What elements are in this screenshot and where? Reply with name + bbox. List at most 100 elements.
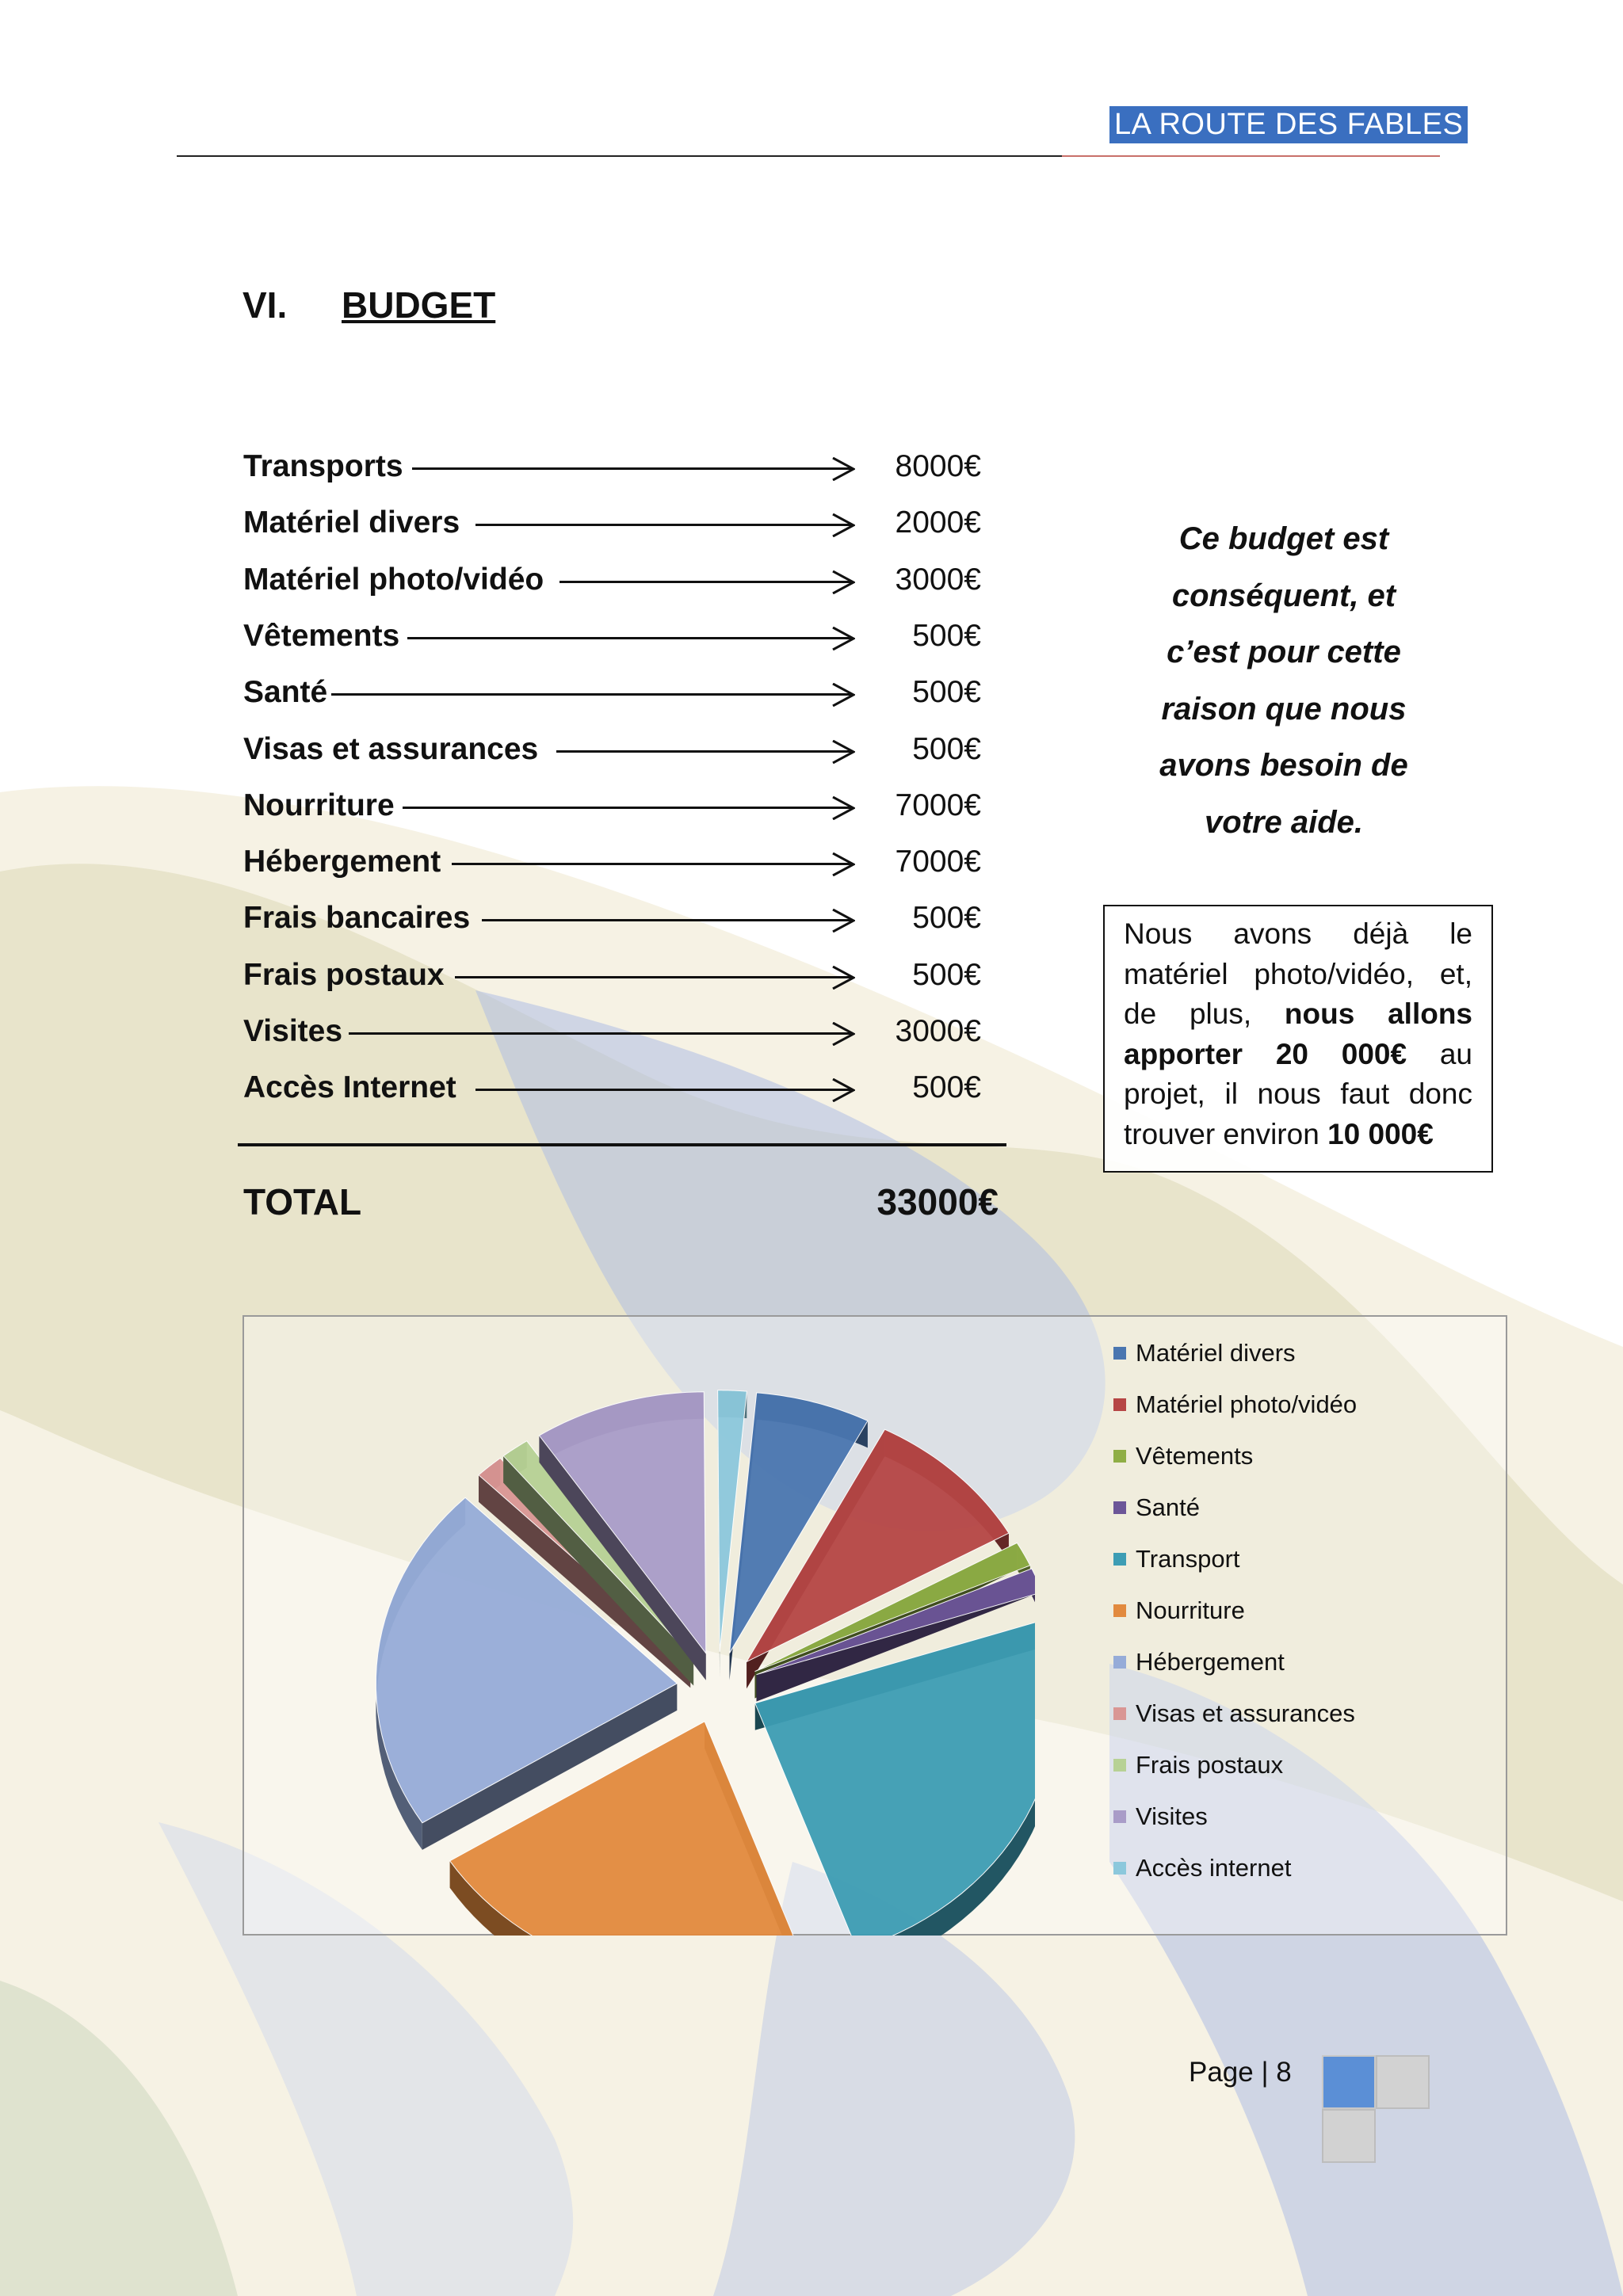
- pie-slice: [375, 1497, 678, 1850]
- budget-row-value: 500€: [912, 731, 981, 766]
- budget-row-arrow: [559, 570, 855, 594]
- note-line: raison que nous: [1161, 691, 1407, 727]
- header-title: LA ROUTE DES FABLES: [1109, 106, 1468, 143]
- legend-item: Matériel photo/vidéo: [1113, 1390, 1357, 1419]
- pie-chart: [375, 1390, 1035, 1936]
- budget-row-label: Matériel photo/vidéo: [243, 562, 544, 597]
- info-bold-2: 10 000€: [1327, 1117, 1434, 1150]
- pie-slice: [745, 1428, 1010, 1689]
- info-text-1: Nous avons déjà le matériel photo/vidéo,…: [1124, 917, 1472, 1030]
- note-line: votre aide.: [1204, 804, 1364, 840]
- budget-row-label: Frais bancaires: [243, 901, 471, 936]
- legend-swatch: [1113, 1759, 1126, 1772]
- total-divider: [238, 1143, 1006, 1146]
- legend-swatch: [1113, 1604, 1126, 1617]
- arrow-head-icon: [832, 795, 855, 820]
- budget-row-value: 500€: [912, 1070, 981, 1105]
- pie-slice: [756, 1568, 1035, 1702]
- budget-row-value: 3000€: [895, 1014, 981, 1048]
- budget-row-arrow: [331, 683, 855, 707]
- pie-slice: [502, 1440, 694, 1686]
- arrow-head-icon: [832, 739, 855, 764]
- budget-row-label: Transports: [243, 449, 403, 483]
- budget-row-value: 2000€: [895, 505, 981, 540]
- info-text-2: au projet, il nous faut donc trouver env…: [1124, 1037, 1472, 1150]
- legend-item: Matériel divers: [1113, 1339, 1296, 1367]
- budget-row-value: 7000€: [895, 788, 981, 822]
- legend-swatch: [1113, 1450, 1126, 1463]
- footer-square-light: [1376, 2055, 1430, 2109]
- budget-row-value: 500€: [912, 957, 981, 992]
- arrow-head-icon: [832, 1078, 855, 1103]
- legend-item: Vêtements: [1113, 1442, 1253, 1470]
- budget-row-arrow: [556, 739, 855, 764]
- pie-slice: [729, 1392, 869, 1680]
- footer-square-light: [1322, 2109, 1376, 2163]
- budget-row-arrow: [475, 1078, 855, 1103]
- info-box: Nous avons déjà le matériel photo/vidéo,…: [1103, 905, 1493, 1173]
- arrow-head-icon: [832, 1022, 855, 1046]
- legend-item: Nourriture: [1113, 1596, 1245, 1625]
- arrow-head-icon: [832, 965, 855, 990]
- legend-label: Transport: [1136, 1545, 1240, 1573]
- legend-label: Santé: [1136, 1493, 1201, 1521]
- pie-slice: [754, 1622, 1035, 1936]
- legend-item: Visites: [1113, 1802, 1208, 1831]
- budget-row-value: 500€: [912, 675, 981, 710]
- arrow-head-icon: [832, 852, 855, 877]
- budget-row-value: 500€: [912, 618, 981, 653]
- legend-item: Accès internet: [1113, 1854, 1291, 1882]
- legend-label: Nourriture: [1136, 1596, 1245, 1624]
- budget-row-value: 3000€: [895, 562, 981, 597]
- budget-row-arrow: [349, 1022, 855, 1046]
- arrow-head-icon: [832, 909, 855, 933]
- legend-swatch: [1113, 1501, 1126, 1514]
- legend-label: Frais postaux: [1136, 1751, 1284, 1779]
- budget-row-arrow: [403, 795, 855, 820]
- arrow-head-icon: [832, 513, 855, 538]
- budget-row-label: Frais postaux: [243, 957, 445, 992]
- arrow-head-icon: [832, 457, 855, 481]
- legend-swatch: [1113, 1707, 1126, 1720]
- legend-label: Hébergement: [1136, 1648, 1285, 1676]
- budget-row-arrow: [452, 852, 855, 877]
- legend-swatch: [1113, 1656, 1126, 1669]
- footer-square-accent: [1322, 2055, 1376, 2109]
- budget-row-label: Matériel divers: [243, 505, 460, 540]
- note-line: Ce budget est: [1178, 521, 1389, 556]
- budget-row-arrow: [482, 909, 855, 933]
- note-line: c’est pour cette: [1167, 635, 1401, 669]
- note-line: avons besoin de: [1159, 748, 1408, 783]
- header-rule: [177, 155, 1440, 157]
- budget-row-label: Santé: [243, 675, 328, 710]
- budget-row-arrow: [455, 965, 855, 990]
- header-rule-accent: [1062, 155, 1440, 157]
- legend-swatch: [1113, 1553, 1126, 1566]
- legend-label: Matériel photo/vidéo: [1136, 1390, 1358, 1418]
- budget-row-label: Visites: [243, 1014, 343, 1048]
- pie-slice: [717, 1390, 747, 1679]
- budget-row-arrow: [412, 457, 855, 481]
- legend-item: Frais postaux: [1113, 1751, 1283, 1779]
- total-label: TOTAL: [243, 1181, 362, 1222]
- legend-swatch: [1113, 1862, 1126, 1875]
- section-title: BUDGET: [342, 284, 496, 326]
- legend-swatch: [1113, 1347, 1126, 1360]
- budget-note: Ce budget est conséquent, et c’est pour …: [1109, 511, 1458, 851]
- note-line: conséquent, et: [1171, 578, 1396, 613]
- budget-row-label: Vêtements: [243, 618, 400, 653]
- legend-label: Visas et assurances: [1136, 1699, 1355, 1727]
- arrow-head-icon: [832, 626, 855, 650]
- legend-item: Santé: [1113, 1493, 1200, 1522]
- legend-label: Accès internet: [1136, 1854, 1292, 1882]
- legend-swatch: [1113, 1398, 1126, 1411]
- legend-label: Matériel divers: [1136, 1339, 1296, 1367]
- legend-item: Transport: [1113, 1545, 1240, 1573]
- info-bold-1: nous allons apporter 20 000€: [1124, 997, 1472, 1070]
- budget-row-label: Nourriture: [243, 788, 395, 822]
- legend-swatch: [1113, 1810, 1126, 1823]
- legend-label: Vêtements: [1136, 1442, 1254, 1470]
- arrow-head-icon: [832, 683, 855, 707]
- total-value: 33000€: [876, 1181, 999, 1222]
- budget-row-label: Hébergement: [243, 845, 441, 879]
